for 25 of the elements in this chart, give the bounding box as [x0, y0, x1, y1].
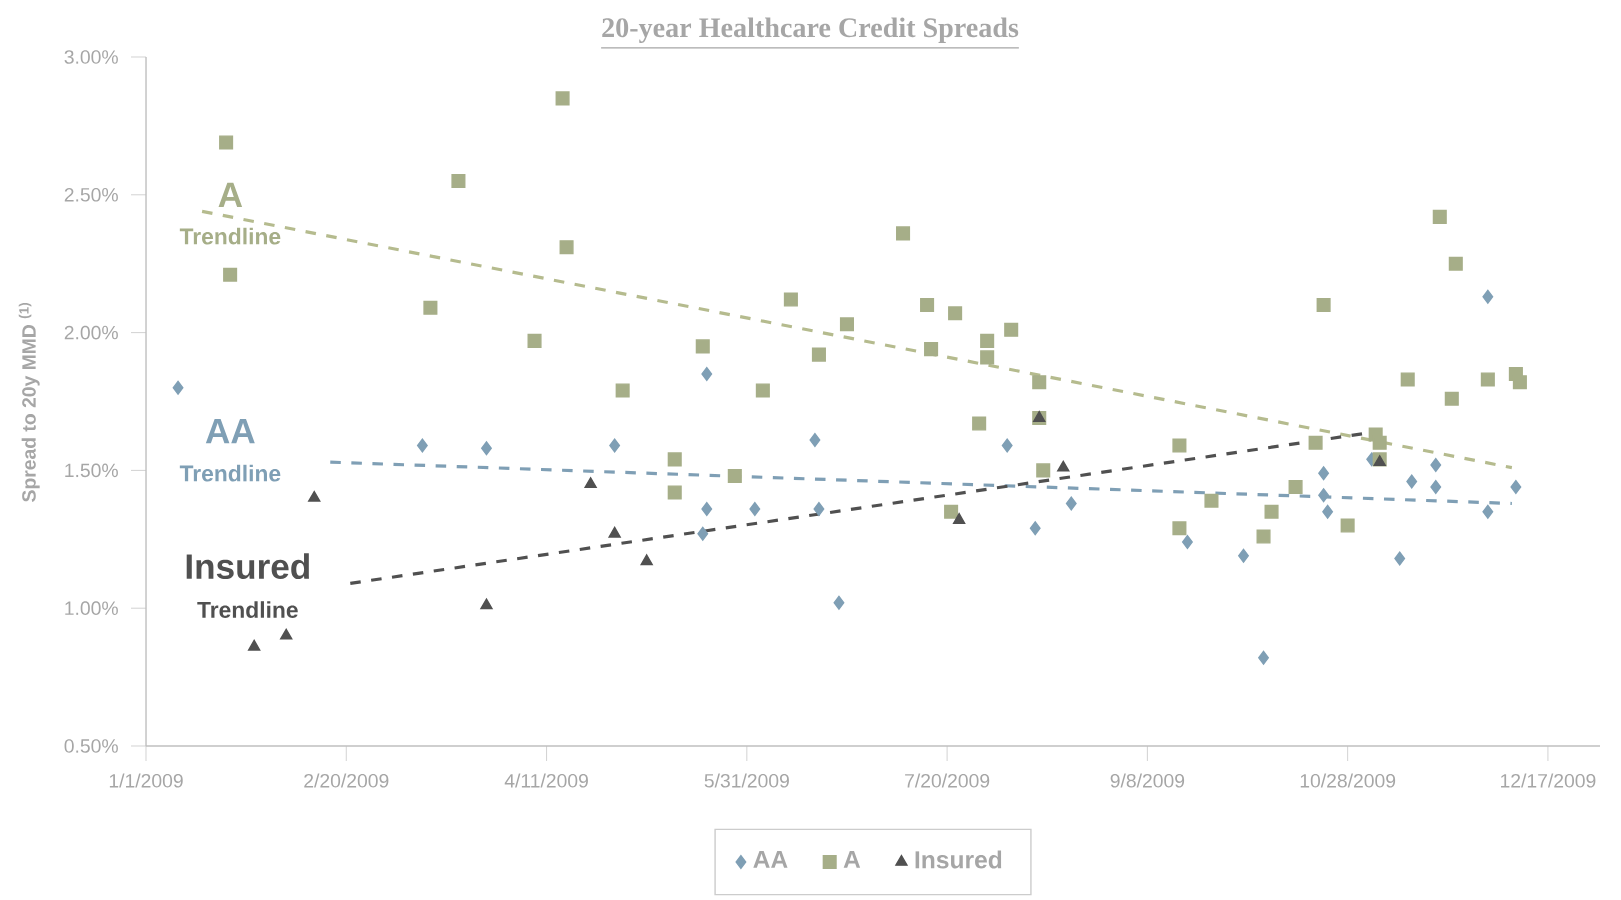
x-tick-label: 2/20/2009: [304, 773, 389, 788]
x-tick-label: 5/31/2009: [704, 773, 789, 788]
x-tick-label: 1/1/2009: [109, 773, 183, 788]
x-tick-label: 12/17/2009: [1501, 773, 1596, 788]
y-tick-label: 1.50%: [65, 463, 118, 478]
y-tick-label: 3.00%: [64, 50, 118, 64]
annotation: Trendline: [179, 227, 281, 245]
x-tick-label: 9/8/2009: [1110, 773, 1185, 788]
annotation: AA: [205, 419, 255, 444]
legend-label: AA: [753, 850, 788, 868]
y-tick-label: 2.50%: [64, 187, 118, 202]
legend-label: A: [843, 850, 861, 868]
annotation: Insured: [186, 553, 309, 580]
annotation: Trendline: [179, 464, 281, 482]
y-axis-title: Spread to 20y MMD $^{(1)}$: [18, 302, 40, 502]
y-tick-label: 1.00%: [65, 601, 118, 616]
chart-title: 20-year Healthcare Credit Spreads: [602, 17, 1019, 43]
x-tick-label: 4/11/2009: [504, 773, 588, 788]
y-tick-label: 0.50%: [64, 739, 118, 753]
legend-label: Insured: [915, 850, 1002, 869]
x-tick-label: 10/28/2009: [1300, 773, 1396, 788]
y-tick-label: 2.00%: [64, 325, 118, 340]
annotation: A: [218, 182, 243, 207]
annotation: Trendline: [197, 601, 298, 618]
x-tick-label: 7/20/2009: [905, 773, 990, 788]
